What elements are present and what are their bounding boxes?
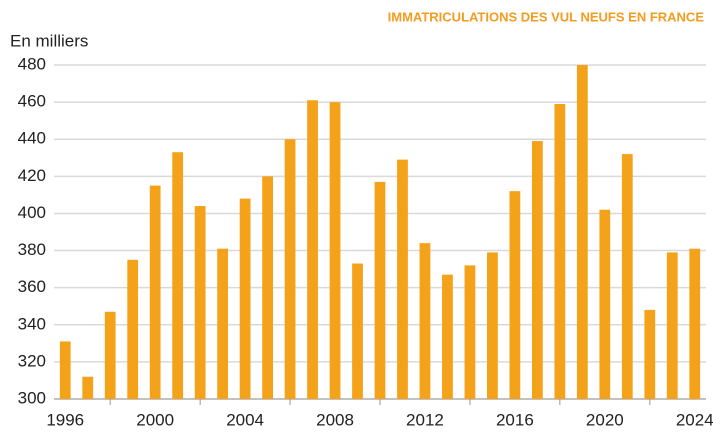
bar	[442, 274, 453, 399]
y-tick-label: 420	[18, 166, 46, 185]
bar	[689, 248, 701, 399]
x-tick-label: 2020	[586, 410, 624, 429]
x-tick-label: 2000	[136, 410, 174, 429]
bar	[644, 309, 656, 399]
x-tick-label: 2012	[406, 410, 444, 429]
bar	[82, 376, 94, 399]
y-tick-label: 360	[18, 277, 46, 296]
bar	[217, 248, 229, 399]
bar	[554, 103, 566, 399]
bar	[262, 176, 273, 399]
bar	[307, 100, 318, 399]
bar	[329, 102, 341, 399]
bar	[172, 152, 184, 399]
chart-title: IMMATRICULATIONS DES VUL NEUFS EN FRANCE	[388, 9, 705, 24]
x-tick-label: 2024	[676, 410, 713, 429]
bar	[599, 209, 611, 399]
bar	[576, 65, 588, 399]
x-tick-label: 1996	[46, 410, 84, 429]
bar	[464, 265, 476, 399]
bar	[531, 141, 543, 400]
x-tick-label: 2008	[316, 410, 354, 429]
bar	[352, 263, 363, 399]
bar	[127, 259, 139, 399]
y-tick-label: 380	[18, 240, 46, 259]
bar	[59, 341, 71, 399]
x-tick-label: 2016	[496, 410, 534, 429]
y-tick-label: 460	[18, 92, 46, 111]
bar	[284, 139, 296, 399]
bar	[374, 181, 386, 399]
bar	[419, 243, 431, 399]
bar	[509, 191, 521, 399]
y-tick-label: 480	[18, 54, 46, 73]
bar	[194, 206, 206, 399]
y-tick-label: 300	[18, 388, 46, 407]
bar	[104, 311, 116, 399]
y-tick-label: 340	[18, 314, 46, 333]
x-tick-label: 2004	[226, 410, 264, 429]
bar	[487, 252, 498, 399]
bar	[149, 185, 161, 399]
y-tick-label: 320	[18, 351, 46, 370]
y-tick-label: 400	[18, 203, 46, 222]
y-tick-label: 440	[18, 129, 46, 148]
bar	[666, 252, 678, 399]
bar	[239, 198, 251, 399]
bar	[397, 159, 408, 399]
y-axis-label: En milliers	[10, 31, 88, 50]
bar	[621, 154, 633, 399]
